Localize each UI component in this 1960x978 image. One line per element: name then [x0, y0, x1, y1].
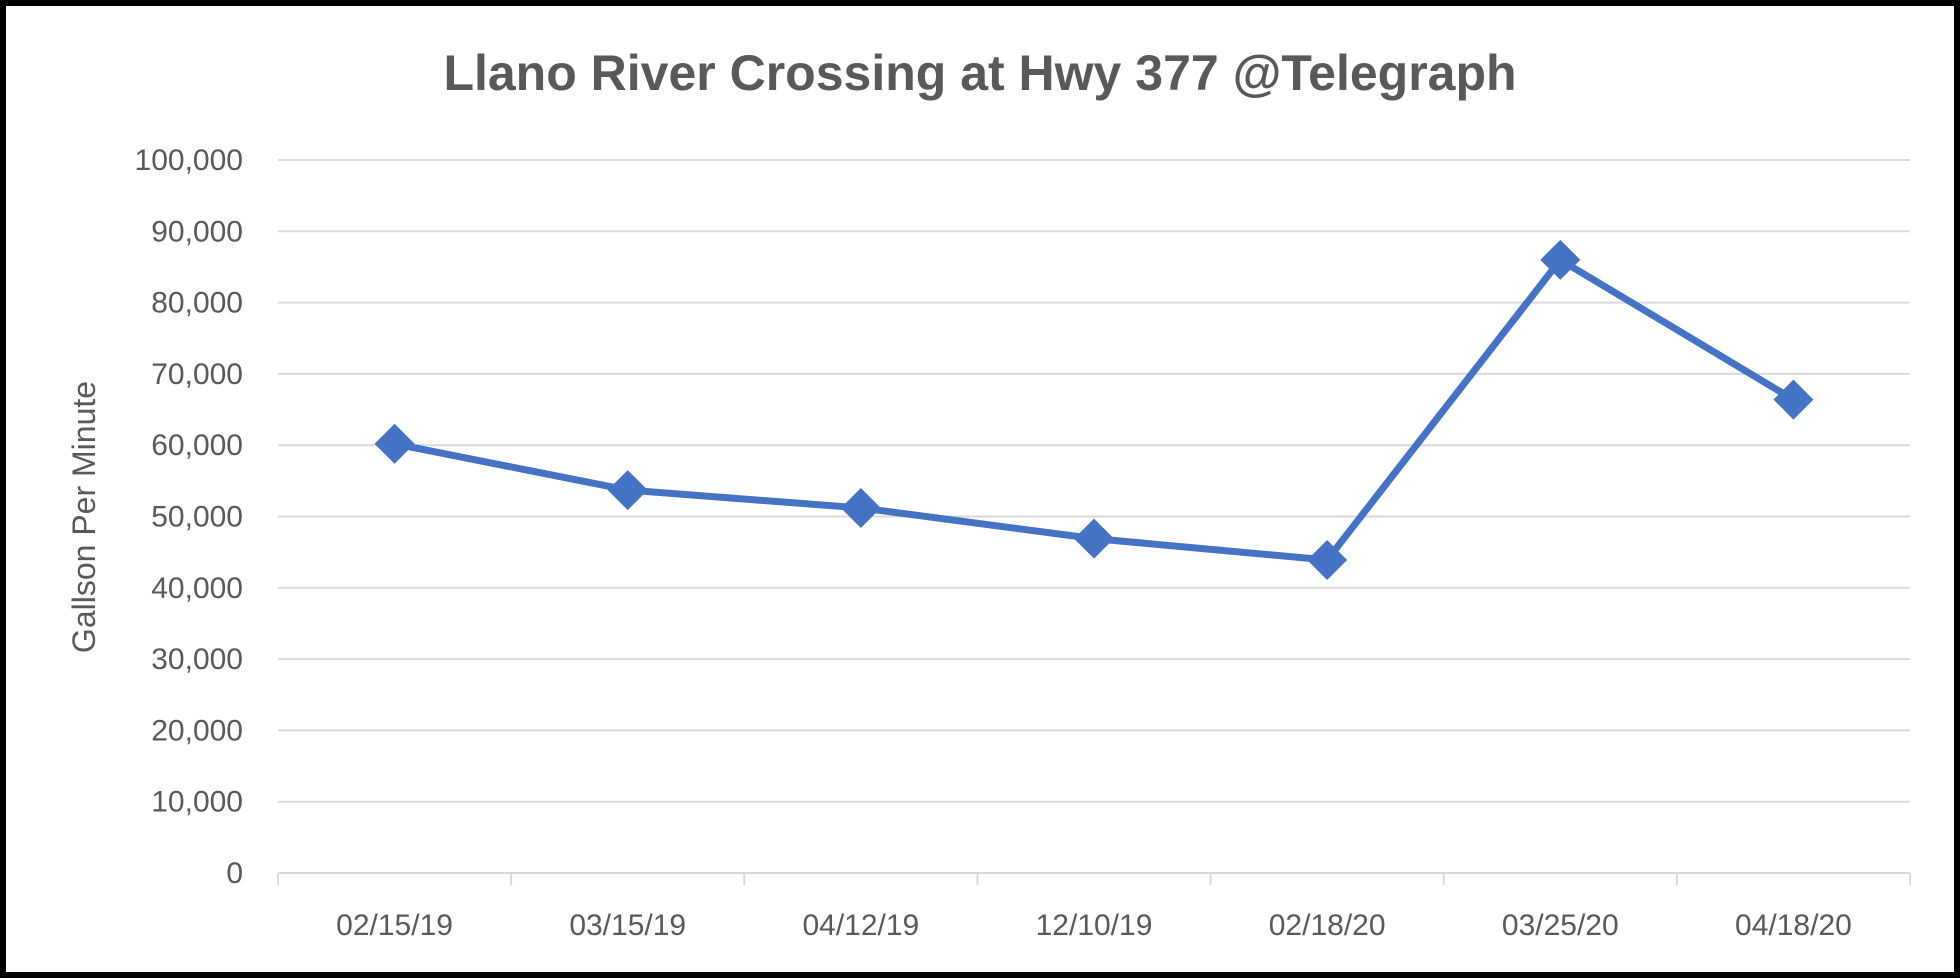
y-tick-label: 30,000 [151, 643, 243, 676]
x-tick-label: 12/10/19 [1036, 909, 1153, 942]
data-point-marker [1307, 539, 1348, 580]
data-point-marker [374, 423, 415, 464]
data-point-marker [1074, 518, 1114, 559]
series-line [393, 256, 1796, 564]
y-tick-label: 50,000 [151, 501, 243, 534]
y-tick-label: 70,000 [151, 358, 243, 391]
y-tick-label: 0 [226, 857, 243, 890]
y-tick-label: 20,000 [151, 714, 243, 747]
x-tick-label: 03/25/20 [1502, 909, 1619, 942]
series-layer [374, 239, 1814, 580]
y-tick-label: 100,000 [135, 144, 243, 177]
x-axis-ticks: 02/15/19 03/15/19 04/12/19 12/10/19 02/18/20… [336, 909, 1852, 942]
y-tick-label: 90,000 [151, 215, 243, 248]
y-tick-label: 10,000 [151, 786, 243, 819]
y-tick-label: 60,000 [151, 429, 243, 462]
x-tick-label: 02/18/20 [1269, 909, 1386, 942]
y-axis-ticks: 0 10,000 20,000 30,000 40,000 50,000 60,000 70,… [135, 144, 243, 890]
y-axis-label: Gallson Per Minute [66, 381, 102, 653]
x-tick-label: 04/12/19 [802, 909, 919, 942]
data-point-marker [1773, 379, 1814, 420]
x-axis [277, 872, 1911, 885]
y-tick-label: 40,000 [151, 572, 243, 605]
x-tick-label: 04/18/20 [1735, 909, 1852, 942]
gridlines [278, 159, 1910, 803]
y-tick-label: 80,000 [151, 287, 243, 320]
chart-title: Llano River Crossing at Hwy 377 @Telegra… [443, 45, 1516, 101]
data-point-marker [840, 487, 881, 528]
data-point-marker [1540, 239, 1581, 280]
x-tick-label: 02/15/19 [336, 909, 453, 942]
x-tick-label: 03/15/19 [569, 909, 686, 942]
data-point-marker [607, 470, 648, 511]
